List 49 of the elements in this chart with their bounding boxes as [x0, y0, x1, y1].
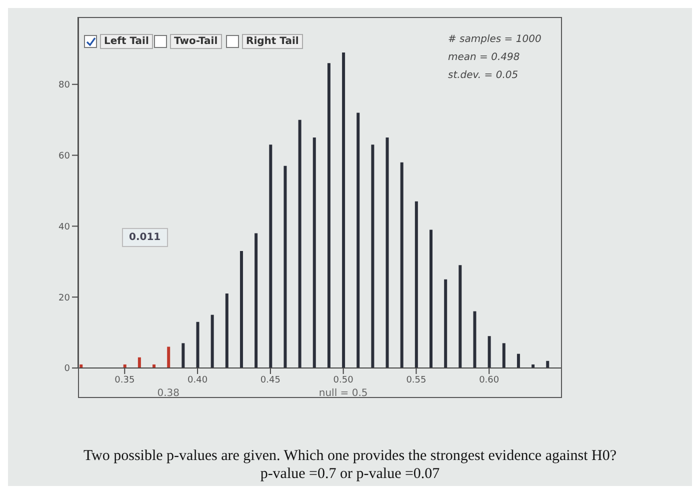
bar [473, 311, 476, 368]
annotation: Two-Tail [170, 34, 222, 49]
bar [284, 166, 287, 368]
x-tick-label: 0.50 [333, 375, 354, 386]
x-tick-label: 0.35 [114, 375, 135, 386]
annotation: # samples = 1000 [448, 34, 542, 45]
bar [458, 265, 462, 368]
bar [356, 112, 360, 368]
x-tick-label: 0.45 [260, 375, 280, 386]
bar [502, 343, 506, 368]
y-tick-label: 20 [58, 293, 70, 304]
bar [182, 343, 185, 368]
bar [138, 357, 141, 368]
bar [342, 52, 346, 368]
bar [444, 279, 448, 368]
bar [225, 294, 228, 368]
bar [254, 233, 258, 368]
bar [371, 144, 374, 368]
text: Two possible p-values are given. Which one provides the strongest evidence against H0? [82, 448, 618, 465]
bar [430, 230, 433, 368]
bar [269, 144, 272, 368]
bar [546, 360, 550, 368]
annotation: null = 0.5 [318, 388, 368, 399]
y-tick-label: 60 [58, 151, 70, 162]
annotation: Left Tail [100, 34, 153, 49]
bar [516, 354, 520, 368]
annotation: 0.38 [157, 388, 180, 399]
bar [167, 346, 170, 368]
bar [400, 162, 404, 368]
x-tick-label: 0.60 [479, 375, 500, 386]
bar [196, 322, 200, 368]
y-tick-label: 0 [64, 364, 70, 374]
bar [298, 120, 302, 368]
bar [240, 251, 243, 368]
x-tick-label: 0.55 [406, 375, 426, 386]
bar [210, 314, 214, 368]
text: p-value =0.7 or p-value =0.07 [259, 466, 441, 483]
x-tick-label: 0.40 [188, 375, 208, 386]
bar [488, 336, 491, 368]
annotation: st.dev. = 0.05 [448, 70, 518, 81]
bar [312, 138, 316, 368]
y-tick-label: 40 [58, 222, 70, 232]
annotation: 0.011 [122, 228, 168, 247]
annotation: Right Tail [242, 34, 303, 49]
bar [414, 201, 418, 368]
annotation: mean = 0.498 [448, 52, 520, 63]
bar [386, 138, 389, 368]
bar [327, 63, 330, 368]
y-tick-label: 80 [58, 80, 70, 91]
